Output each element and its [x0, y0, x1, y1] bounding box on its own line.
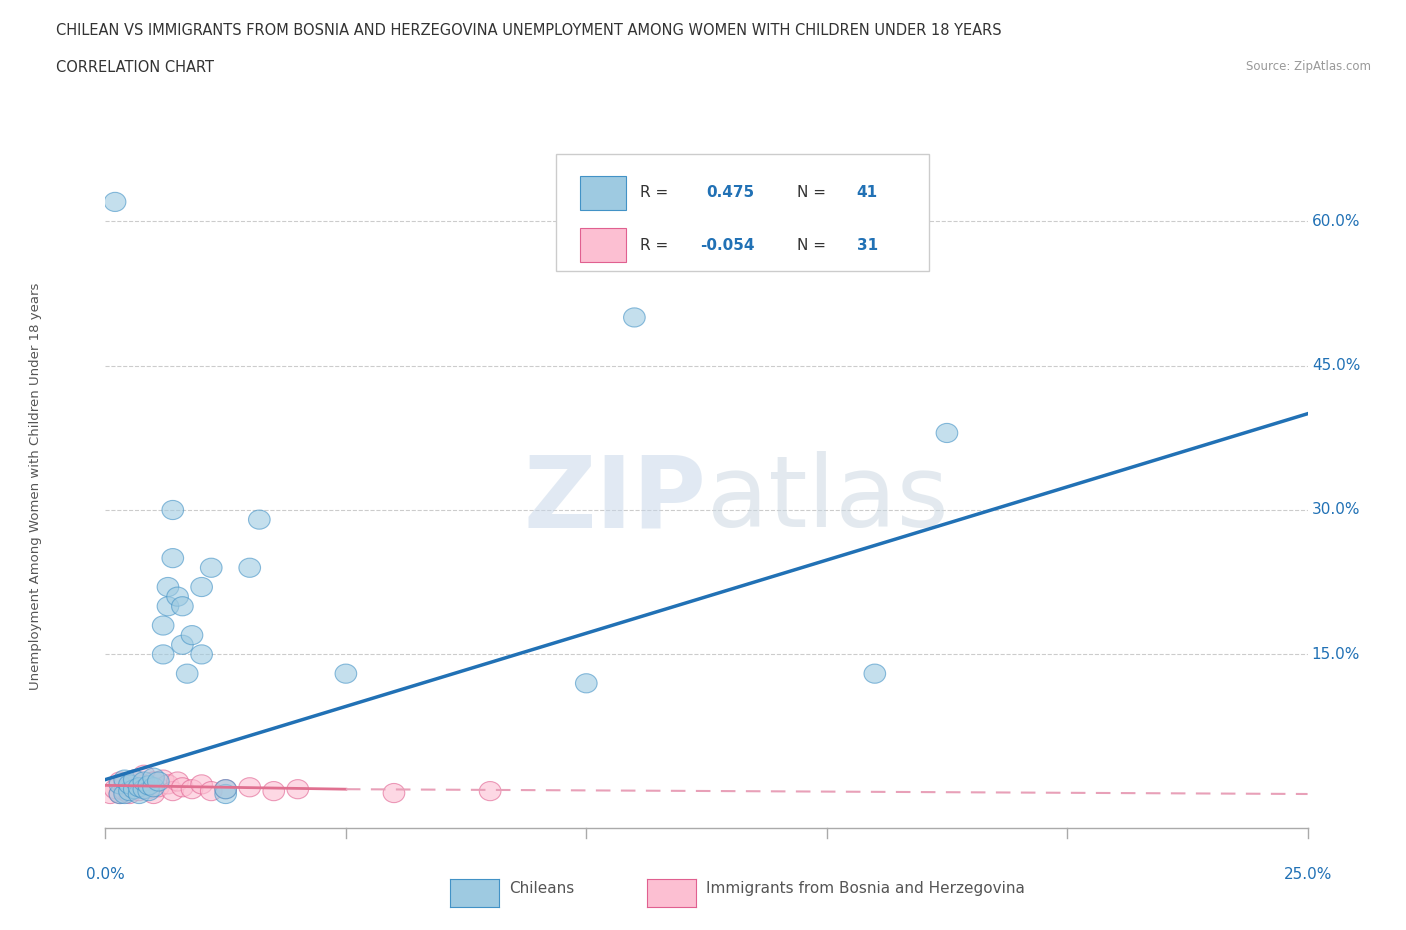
Ellipse shape: [104, 779, 127, 799]
Ellipse shape: [134, 772, 155, 791]
Ellipse shape: [157, 578, 179, 596]
Ellipse shape: [148, 777, 169, 797]
Ellipse shape: [157, 597, 179, 616]
Text: Unemployment Among Women with Children Under 18 years: Unemployment Among Women with Children U…: [28, 282, 42, 690]
Ellipse shape: [152, 770, 174, 790]
Ellipse shape: [152, 616, 174, 635]
Ellipse shape: [172, 635, 193, 655]
Text: 41: 41: [856, 185, 877, 200]
Ellipse shape: [181, 626, 202, 644]
Ellipse shape: [138, 776, 159, 795]
Ellipse shape: [134, 779, 155, 799]
Ellipse shape: [201, 558, 222, 578]
Text: 0.475: 0.475: [707, 185, 755, 200]
Ellipse shape: [124, 770, 145, 790]
Ellipse shape: [215, 779, 236, 799]
Ellipse shape: [110, 784, 131, 804]
Text: Source: ZipAtlas.com: Source: ZipAtlas.com: [1246, 60, 1371, 73]
Ellipse shape: [104, 193, 127, 211]
Bar: [581, 228, 626, 262]
Text: N =: N =: [797, 185, 825, 200]
Ellipse shape: [167, 772, 188, 791]
Ellipse shape: [384, 783, 405, 803]
Ellipse shape: [100, 784, 121, 804]
Ellipse shape: [936, 423, 957, 443]
Ellipse shape: [124, 779, 145, 799]
Ellipse shape: [865, 664, 886, 684]
Ellipse shape: [239, 558, 260, 578]
Ellipse shape: [134, 765, 155, 784]
Ellipse shape: [181, 779, 202, 799]
Ellipse shape: [118, 775, 141, 794]
Ellipse shape: [114, 784, 135, 804]
Ellipse shape: [201, 781, 222, 801]
Text: ZIP: ZIP: [523, 451, 707, 548]
Text: CHILEAN VS IMMIGRANTS FROM BOSNIA AND HERZEGOVINA UNEMPLOYMENT AMONG WOMEN WITH : CHILEAN VS IMMIGRANTS FROM BOSNIA AND HE…: [56, 23, 1002, 38]
Ellipse shape: [143, 784, 165, 804]
Ellipse shape: [114, 775, 135, 794]
Ellipse shape: [162, 781, 184, 801]
Bar: [581, 176, 626, 210]
Ellipse shape: [157, 775, 179, 794]
Ellipse shape: [152, 644, 174, 664]
Ellipse shape: [138, 781, 159, 801]
Text: 25.0%: 25.0%: [1284, 867, 1331, 882]
Text: 45.0%: 45.0%: [1312, 358, 1360, 373]
Ellipse shape: [128, 777, 150, 797]
Ellipse shape: [143, 777, 165, 797]
Text: CORRELATION CHART: CORRELATION CHART: [56, 60, 214, 75]
Ellipse shape: [110, 772, 131, 791]
Ellipse shape: [114, 781, 135, 801]
Ellipse shape: [335, 664, 357, 684]
Text: 30.0%: 30.0%: [1312, 502, 1360, 517]
Ellipse shape: [191, 644, 212, 664]
Ellipse shape: [124, 770, 145, 790]
Ellipse shape: [148, 772, 169, 791]
Text: atlas: atlas: [707, 451, 948, 548]
Ellipse shape: [134, 775, 155, 794]
Text: 15.0%: 15.0%: [1312, 647, 1360, 662]
Text: 31: 31: [856, 238, 877, 253]
Ellipse shape: [176, 664, 198, 684]
Ellipse shape: [215, 779, 236, 799]
Ellipse shape: [239, 777, 260, 797]
Text: R =: R =: [640, 185, 669, 200]
Ellipse shape: [114, 770, 135, 790]
Text: Chileans: Chileans: [509, 881, 574, 896]
Ellipse shape: [624, 308, 645, 327]
Ellipse shape: [162, 549, 184, 567]
Ellipse shape: [118, 781, 141, 801]
Ellipse shape: [162, 500, 184, 520]
Text: R =: R =: [640, 238, 669, 253]
Text: N =: N =: [797, 238, 825, 253]
Ellipse shape: [263, 781, 284, 801]
Ellipse shape: [172, 597, 193, 616]
Ellipse shape: [143, 768, 165, 787]
Ellipse shape: [118, 777, 141, 797]
FancyBboxPatch shape: [557, 154, 929, 271]
Ellipse shape: [575, 673, 598, 693]
Ellipse shape: [249, 510, 270, 529]
Ellipse shape: [215, 784, 236, 804]
Ellipse shape: [167, 587, 188, 606]
Ellipse shape: [172, 777, 193, 797]
Text: 60.0%: 60.0%: [1312, 214, 1360, 229]
Ellipse shape: [110, 784, 131, 804]
Ellipse shape: [110, 775, 131, 794]
Ellipse shape: [191, 775, 212, 794]
Ellipse shape: [138, 779, 159, 799]
Text: Immigrants from Bosnia and Herzegovina: Immigrants from Bosnia and Herzegovina: [706, 881, 1025, 896]
Text: -0.054: -0.054: [700, 238, 755, 253]
Ellipse shape: [128, 784, 150, 804]
Ellipse shape: [287, 779, 308, 799]
Ellipse shape: [128, 781, 150, 801]
Text: 0.0%: 0.0%: [86, 867, 125, 882]
Ellipse shape: [124, 779, 145, 799]
Ellipse shape: [191, 578, 212, 596]
Ellipse shape: [118, 784, 141, 804]
Ellipse shape: [143, 772, 165, 791]
Ellipse shape: [479, 781, 501, 801]
